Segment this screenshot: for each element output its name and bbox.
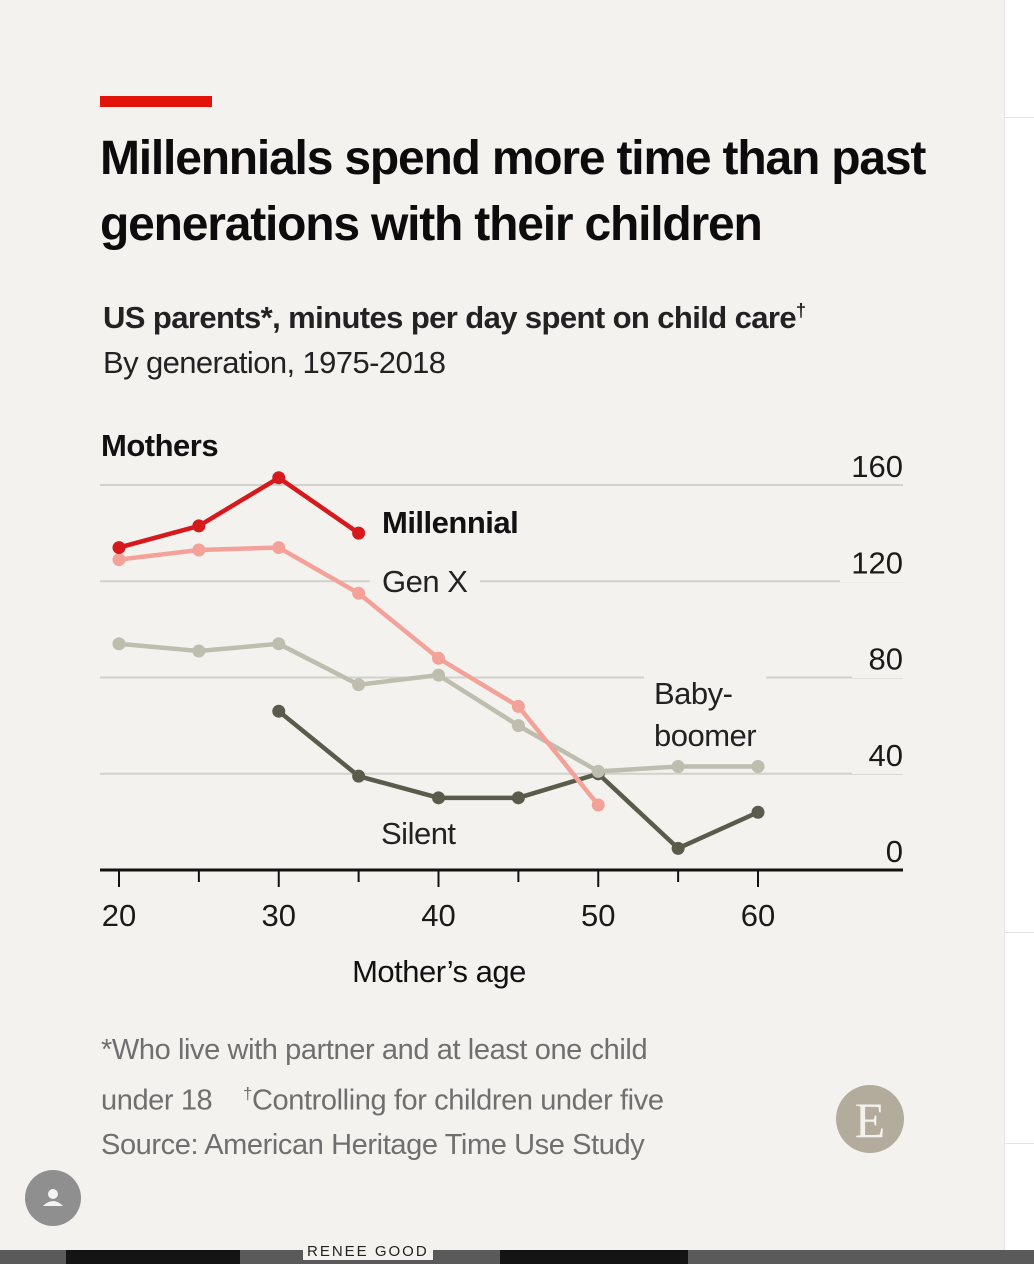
x-tick-label: 60 [741,898,775,933]
chart-subtitle-2: By generation, 1975-2018 [103,345,446,380]
y-tick-label: 120 [851,545,903,580]
chart-title: Millennials spend more time than past ge… [100,132,926,251]
label-mask-genx [370,562,480,600]
data-point-gen-x [272,541,286,555]
footnote-line-2a: under 18 [101,1084,213,1117]
ytick-mask-80 [852,640,908,678]
data-point-baby-boomer [432,668,445,682]
subtitle-text: US parents*, minutes per day spent on ch… [103,300,797,335]
data-point-gen-x [112,553,126,567]
series-label-silent: Silent [381,816,456,851]
x-axis-label: Mother’s age [352,954,526,989]
x-tick-label: 40 [421,898,455,933]
ytick-mask-160 [828,448,908,484]
x-tick-label: 50 [581,898,615,933]
x-tick-label: 30 [262,898,296,933]
bottom-caption: RENEE GOOD [303,1244,433,1260]
economist-logo: E [836,1085,904,1153]
data-point-gen-x [352,586,366,600]
data-point-baby-boomer [751,760,765,774]
y-tick-label: 0 [886,834,903,869]
series-label-genx: Gen X [382,564,468,599]
chart-card: Millennials spend more time than past ge… [0,0,1004,1250]
side-divider [1005,117,1034,118]
accent-bar [100,96,212,107]
series-label-babyboomer-line2: boomer [654,718,756,753]
label-mask-babyboomer [644,676,766,756]
footnote-dagger: † [242,1084,252,1103]
strip-block [66,1250,240,1264]
data-point-baby-boomer [272,637,286,651]
data-point-baby-boomer [112,637,126,651]
data-point-gen-x [591,798,605,812]
user-avatar-icon[interactable] [25,1170,81,1226]
data-point-silent [352,769,366,783]
data-point-millennial [352,526,366,540]
series-line-gen-x [118,545,600,807]
data-point-silent [272,704,286,718]
side-panel [1004,0,1034,1250]
footnote: *Who live with partner and at least one … [101,1028,664,1167]
series-label-babyboomer-line1: Baby- [654,676,732,711]
bottom-strip [0,1250,1034,1264]
footnote-line-2b: Controlling for children under five [252,1084,664,1117]
subtitle-dagger: † [796,300,806,321]
data-point-silent [671,841,685,855]
side-divider [1005,1143,1034,1144]
data-point-silent [432,791,445,805]
panel-label-mothers: Mothers [101,428,218,463]
series-label-millennial: Millennial [382,505,518,540]
data-point-silent [511,791,525,805]
data-point-silent [751,805,765,819]
data-point-baby-boomer [511,719,525,733]
data-point-baby-boomer [352,678,366,692]
strip-block [500,1250,688,1264]
y-tick-label: 80 [869,642,903,677]
data-point-gen-x [432,651,445,665]
data-point-baby-boomer [192,644,206,658]
ytick-mask-40 [852,736,908,774]
data-point-baby-boomer [591,764,605,778]
data-point-gen-x [192,543,206,557]
data-point-gen-x [511,699,525,713]
data-point-millennial [112,541,126,555]
series-line-millennial [118,475,360,550]
data-point-millennial [272,471,286,485]
ytick-mask-120 [840,544,908,582]
footnote-line-2: under 18 †Controlling for children under… [101,1072,664,1123]
chart-subtitle: US parents*, minutes per day spent on ch… [103,300,806,336]
y-tick-label: 40 [869,738,903,773]
x-tick-label: 20 [102,898,136,933]
footnote-line-1: *Who live with partner and at least one … [101,1034,648,1066]
y-tick-label: 160 [851,449,903,484]
data-point-baby-boomer [671,760,685,774]
data-point-millennial [192,519,206,533]
side-divider [1005,932,1034,933]
line-chart: 0 40 80 120 160 20 30 40 50 60 Mother’s age Mothers… [100,428,908,989]
footnote-source: Source: American Heritage Time Use Study [101,1128,645,1161]
